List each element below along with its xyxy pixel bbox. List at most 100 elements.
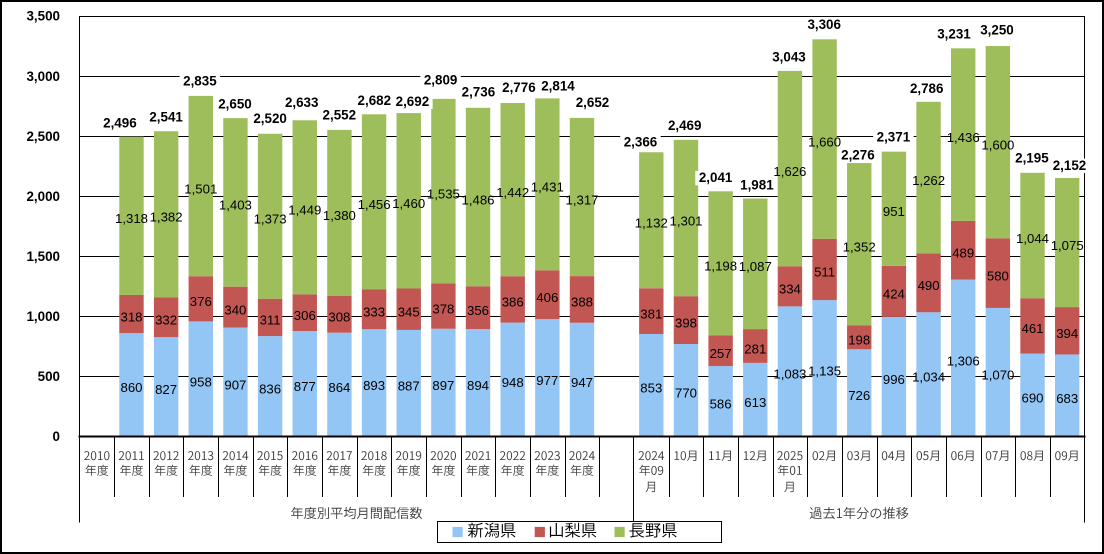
svg-text:2,633: 2,633 (285, 95, 319, 110)
svg-text:388: 388 (571, 295, 593, 310)
svg-text:1,198: 1,198 (704, 259, 737, 274)
svg-text:897: 897 (432, 378, 454, 393)
svg-text:1,318: 1,318 (115, 211, 148, 226)
svg-text:1,626: 1,626 (773, 164, 806, 179)
svg-text:1,075: 1,075 (1051, 238, 1084, 253)
svg-text:356: 356 (467, 303, 489, 318)
svg-text:2,692: 2,692 (396, 94, 430, 109)
svg-text:1,500: 1,500 (26, 249, 60, 264)
svg-text:770: 770 (675, 386, 697, 401)
svg-text:894: 894 (467, 378, 489, 393)
svg-text:1,135: 1,135 (808, 364, 841, 379)
svg-text:306: 306 (294, 308, 316, 323)
svg-text:1,436: 1,436 (947, 130, 980, 145)
svg-text:860: 860 (120, 380, 142, 395)
svg-text:332: 332 (155, 313, 177, 328)
svg-text:1,034: 1,034 (912, 370, 945, 385)
svg-text:1,262: 1,262 (912, 173, 945, 188)
svg-text:2,000: 2,000 (26, 189, 60, 204)
svg-text:1,132: 1,132 (635, 216, 668, 231)
svg-text:3,306: 3,306 (807, 17, 841, 32)
svg-text:1,501: 1,501 (184, 181, 217, 196)
svg-text:1,083: 1,083 (773, 367, 806, 382)
svg-text:386: 386 (502, 295, 524, 310)
svg-text:3,500: 3,500 (26, 9, 60, 24)
svg-text:308: 308 (328, 310, 350, 325)
svg-text:1,403: 1,403 (219, 198, 252, 213)
svg-text:1,352: 1,352 (843, 240, 876, 255)
svg-text:2,541: 2,541 (149, 109, 183, 124)
svg-text:2,736: 2,736 (462, 84, 496, 99)
svg-text:1,380: 1,380 (323, 208, 356, 223)
svg-text:2,469: 2,469 (668, 118, 702, 133)
svg-text:2,682: 2,682 (358, 93, 392, 108)
svg-text:381: 381 (640, 306, 662, 321)
svg-text:1,600: 1,600 (981, 137, 1014, 152)
svg-text:398: 398 (675, 315, 697, 330)
svg-text:2,835: 2,835 (183, 74, 217, 89)
svg-text:580: 580 (987, 268, 1009, 283)
svg-text:0: 0 (53, 429, 60, 444)
svg-text:2,276: 2,276 (841, 147, 875, 162)
svg-text:1,373: 1,373 (254, 212, 287, 227)
svg-text:887: 887 (398, 379, 420, 394)
svg-text:1,456: 1,456 (358, 197, 391, 212)
svg-text:3,231: 3,231 (937, 27, 971, 42)
svg-text:1,535: 1,535 (427, 186, 460, 201)
svg-text:1,486: 1,486 (461, 192, 494, 207)
svg-text:489: 489 (952, 246, 974, 261)
svg-text:1,449: 1,449 (288, 203, 321, 218)
svg-text:2,552: 2,552 (323, 108, 357, 123)
svg-text:345: 345 (398, 305, 420, 320)
svg-text:1,431: 1,431 (531, 180, 564, 195)
svg-text:2,809: 2,809 (424, 73, 458, 88)
svg-text:1,000: 1,000 (26, 309, 60, 324)
svg-text:947: 947 (571, 375, 593, 390)
svg-text:198: 198 (848, 333, 870, 348)
svg-text:340: 340 (224, 302, 246, 317)
svg-text:977: 977 (536, 373, 558, 388)
svg-text:2,371: 2,371 (877, 129, 911, 144)
svg-text:2,650: 2,650 (218, 96, 252, 111)
svg-text:3,043: 3,043 (772, 49, 806, 64)
svg-text:2,500: 2,500 (26, 129, 60, 144)
svg-text:683: 683 (1056, 391, 1078, 406)
svg-text:2,496: 2,496 (103, 116, 137, 131)
svg-text:726: 726 (848, 388, 870, 403)
svg-text:333: 333 (363, 305, 385, 320)
svg-text:311: 311 (260, 313, 281, 328)
svg-text:690: 690 (1021, 390, 1043, 405)
svg-text:376: 376 (190, 294, 212, 309)
svg-text:378: 378 (432, 301, 454, 316)
svg-text:958: 958 (190, 374, 212, 389)
svg-text:2,195: 2,195 (1015, 151, 1049, 166)
svg-text:1,442: 1,442 (496, 185, 529, 200)
svg-text:586: 586 (710, 397, 732, 412)
svg-text:2,814: 2,814 (541, 78, 575, 93)
svg-text:2,520: 2,520 (253, 111, 287, 126)
svg-text:1,087: 1,087 (739, 259, 772, 274)
svg-text:1,660: 1,660 (808, 134, 841, 149)
svg-text:2,366: 2,366 (624, 134, 658, 149)
svg-text:406: 406 (536, 290, 558, 305)
svg-text:2,786: 2,786 (910, 81, 944, 96)
svg-text:893: 893 (363, 378, 385, 393)
svg-text:907: 907 (224, 377, 246, 392)
svg-text:1,044: 1,044 (1016, 231, 1049, 246)
svg-text:2,041: 2,041 (699, 170, 733, 185)
svg-text:864: 864 (328, 380, 350, 395)
svg-text:1,981: 1,981 (740, 177, 774, 192)
svg-text:257: 257 (710, 346, 732, 361)
svg-text:951: 951 (883, 204, 905, 219)
svg-text:996: 996 (883, 372, 905, 387)
svg-text:2,652: 2,652 (576, 95, 610, 110)
svg-text:490: 490 (918, 278, 940, 293)
svg-text:281: 281 (744, 341, 766, 356)
svg-text:2,776: 2,776 (502, 80, 536, 95)
svg-text:394: 394 (1056, 326, 1078, 341)
svg-text:461: 461 (1021, 321, 1043, 336)
svg-text:827: 827 (155, 382, 177, 397)
svg-text:318: 318 (120, 309, 142, 324)
svg-text:424: 424 (883, 287, 905, 302)
svg-text:334: 334 (779, 282, 801, 297)
